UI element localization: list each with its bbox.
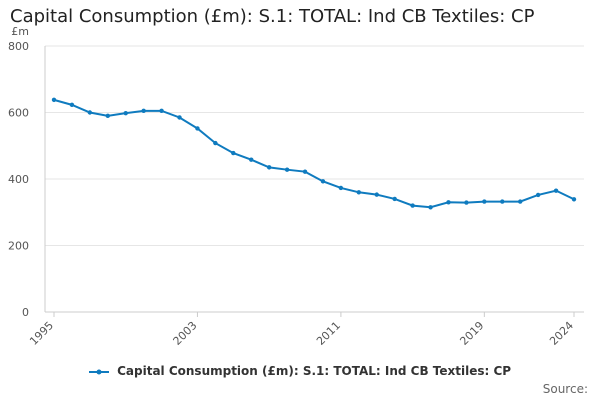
x-tick-label: 2024 — [547, 319, 576, 348]
data-point[interactable] — [177, 115, 182, 120]
data-point[interactable] — [51, 97, 57, 103]
legend: Capital Consumption (£m): S.1: TOTAL: In… — [0, 364, 600, 378]
chart-title: Capital Consumption (£m): S.1: TOTAL: In… — [10, 6, 535, 27]
x-tick-label: 1995 — [27, 319, 56, 348]
data-point[interactable] — [69, 102, 75, 108]
data-point[interactable] — [464, 200, 469, 205]
legend-swatch-icon — [88, 369, 109, 374]
legend-label: Capital Consumption (£m): S.1: TOTAL: In… — [117, 364, 512, 378]
y-tick-label: 400 — [8, 173, 29, 186]
data-point[interactable] — [338, 185, 344, 191]
series-line-0 — [53, 98, 575, 209]
data-point[interactable] — [123, 110, 128, 116]
data-point[interactable] — [428, 205, 433, 210]
data-point[interactable] — [249, 157, 254, 162]
data-point[interactable] — [446, 200, 451, 205]
y-tick-label: 600 — [8, 107, 29, 120]
source-label: Source: — [542, 382, 588, 396]
data-point[interactable] — [571, 197, 577, 202]
data-point[interactable] — [141, 108, 146, 114]
y-tick-label: 0 — [22, 306, 29, 319]
data-point[interactable] — [356, 190, 362, 195]
grid-lines — [45, 45, 584, 246]
data-point[interactable] — [374, 192, 379, 197]
data-point[interactable] — [320, 179, 326, 184]
y-tick-labels: 0 200 400 600 800 — [8, 40, 29, 319]
x-tick-label: 2019 — [457, 319, 486, 348]
data-point[interactable] — [105, 113, 110, 119]
data-point[interactable] — [195, 126, 200, 131]
data-point[interactable] — [266, 165, 272, 170]
data-point[interactable] — [302, 169, 308, 174]
data-point[interactable] — [410, 203, 415, 208]
data-point[interactable] — [535, 192, 541, 198]
x-tick-label: 2003 — [171, 319, 200, 348]
y-axis-unit-label: £m — [11, 25, 29, 38]
data-point[interactable] — [482, 199, 487, 204]
data-point[interactable] — [500, 199, 505, 204]
data-point[interactable] — [518, 199, 523, 204]
data-point[interactable] — [284, 167, 290, 172]
y-tick-label: 200 — [8, 240, 29, 253]
x-tick-label: 2011 — [314, 319, 343, 348]
axes — [44, 46, 584, 317]
data-point[interactable] — [231, 150, 236, 156]
x-tick-labels: 1995 2003 2011 2019 2024 — [27, 319, 576, 348]
y-tick-label: 800 — [8, 40, 29, 53]
data-point[interactable] — [392, 196, 397, 202]
data-point[interactable] — [213, 140, 218, 146]
data-point[interactable] — [553, 188, 559, 193]
series-lines — [51, 97, 577, 210]
data-point[interactable] — [159, 108, 164, 114]
data-point[interactable] — [87, 110, 93, 115]
